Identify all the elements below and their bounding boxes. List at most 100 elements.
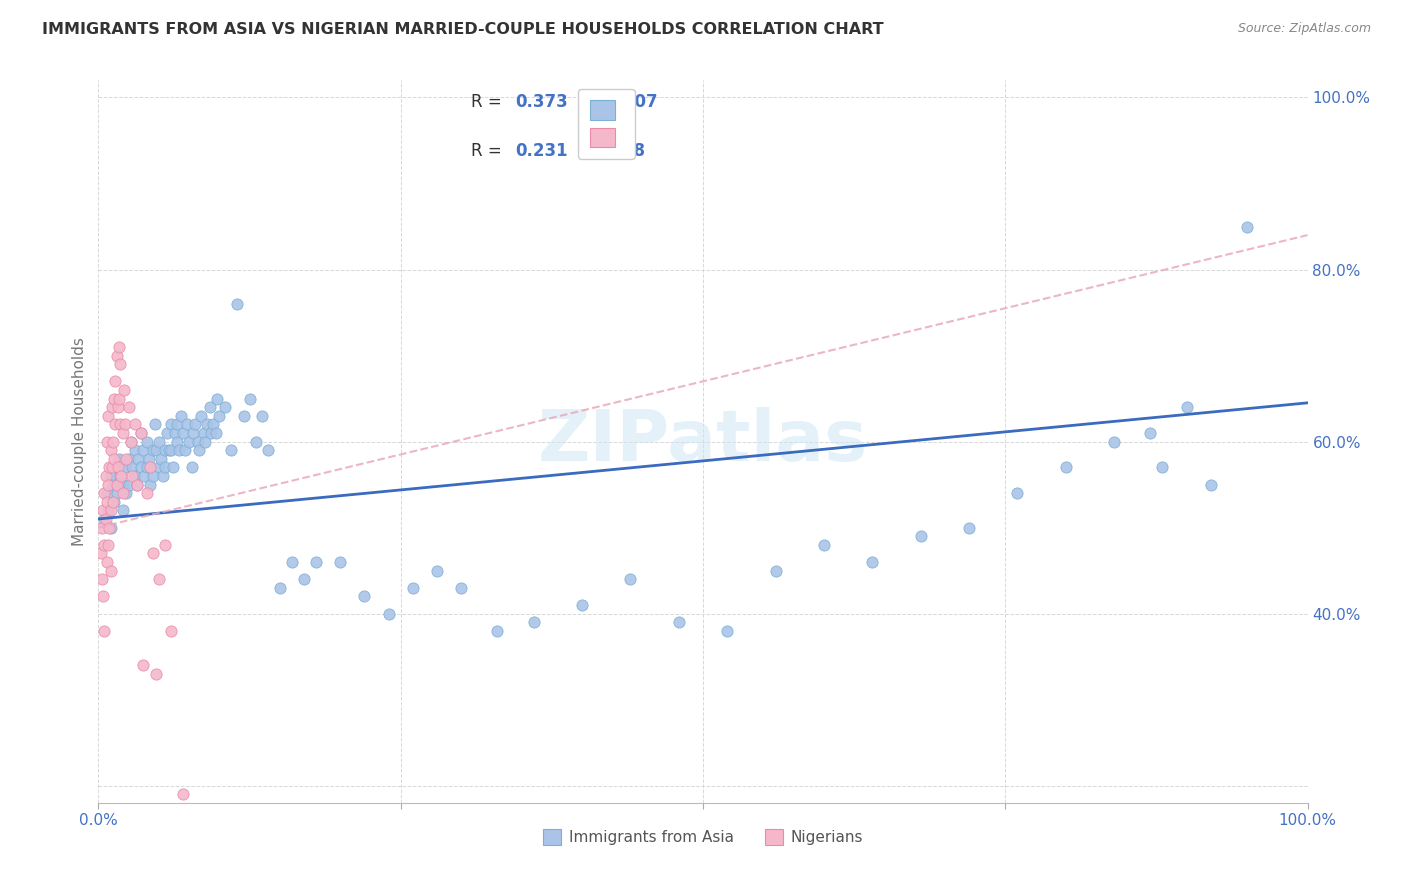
Point: [94, 512, 117, 526]
Point: [121, 460, 143, 475]
Point: [120, 434, 142, 449]
Point: [232, 409, 254, 423]
Point: [127, 477, 149, 491]
Point: [135, 460, 157, 475]
Point: [668, 615, 690, 630]
Point: [121, 469, 143, 483]
Point: [132, 443, 155, 458]
Point: [100, 469, 122, 483]
Point: [1152, 460, 1174, 475]
Point: [1007, 486, 1029, 500]
Point: [169, 409, 191, 423]
Point: [619, 572, 641, 586]
Point: [97, 538, 120, 552]
Point: [169, 443, 191, 458]
Point: [486, 624, 509, 638]
Point: [138, 451, 160, 466]
Point: [142, 546, 165, 560]
Point: [152, 469, 174, 483]
Point: [118, 400, 141, 414]
Point: [93, 538, 115, 552]
Text: N =: N =: [574, 93, 621, 111]
Point: [162, 460, 184, 475]
Point: [103, 451, 125, 466]
Point: [860, 555, 883, 569]
Point: [160, 417, 183, 432]
Y-axis label: Married-couple Households: Married-couple Households: [72, 337, 87, 546]
Point: [118, 451, 141, 466]
Point: [134, 469, 156, 483]
Point: [523, 615, 546, 630]
Point: [910, 529, 932, 543]
Point: [115, 486, 138, 500]
Point: [193, 425, 215, 440]
Point: [245, 434, 267, 449]
Text: 58: 58: [623, 142, 647, 160]
Point: [198, 400, 221, 414]
Point: [214, 400, 236, 414]
Point: [108, 451, 131, 466]
Point: [100, 460, 122, 475]
Point: [105, 349, 128, 363]
Point: [114, 417, 136, 432]
Point: [163, 425, 186, 440]
Point: [108, 469, 131, 483]
Text: R =: R =: [471, 93, 506, 111]
Point: [153, 460, 176, 475]
Point: [292, 572, 315, 586]
Point: [181, 425, 204, 440]
Point: [100, 564, 122, 578]
Point: [1236, 219, 1258, 234]
Point: [108, 392, 131, 406]
Point: [101, 494, 124, 508]
Point: [108, 357, 131, 371]
Text: ZIPatlas: ZIPatlas: [538, 407, 868, 476]
Text: 107: 107: [623, 93, 658, 111]
Point: [143, 417, 166, 432]
Point: [145, 443, 167, 458]
Point: [269, 581, 291, 595]
Point: [148, 460, 170, 475]
Point: [96, 494, 118, 508]
Point: [124, 443, 146, 458]
Point: [107, 400, 129, 414]
Point: [205, 392, 228, 406]
Point: [129, 425, 152, 440]
Point: [111, 486, 134, 500]
Point: [194, 434, 217, 449]
Text: Source: ZipAtlas.com: Source: ZipAtlas.com: [1237, 22, 1371, 36]
Point: [204, 425, 226, 440]
Point: [184, 417, 207, 432]
Point: [180, 460, 202, 475]
Point: [111, 425, 134, 440]
Point: [153, 538, 176, 552]
Point: [571, 598, 593, 612]
Point: [377, 607, 399, 621]
Point: [93, 624, 115, 638]
Point: [450, 581, 472, 595]
Text: R =: R =: [471, 142, 506, 160]
Point: [716, 624, 738, 638]
Point: [176, 417, 198, 432]
Point: [166, 417, 188, 432]
Point: [111, 503, 134, 517]
Point: [329, 555, 352, 569]
Point: [135, 434, 157, 449]
Point: [153, 443, 176, 458]
Point: [1175, 400, 1198, 414]
Point: [172, 425, 194, 440]
Point: [142, 469, 165, 483]
Point: [105, 486, 128, 500]
Point: [1054, 460, 1077, 475]
Point: [96, 555, 118, 569]
Point: [97, 477, 120, 491]
Point: [101, 434, 124, 449]
Point: [107, 460, 129, 475]
Point: [111, 477, 134, 491]
Point: [174, 443, 197, 458]
Point: [813, 538, 835, 552]
Point: [187, 434, 209, 449]
Point: [142, 443, 165, 458]
Point: [103, 494, 125, 508]
Point: [129, 460, 152, 475]
